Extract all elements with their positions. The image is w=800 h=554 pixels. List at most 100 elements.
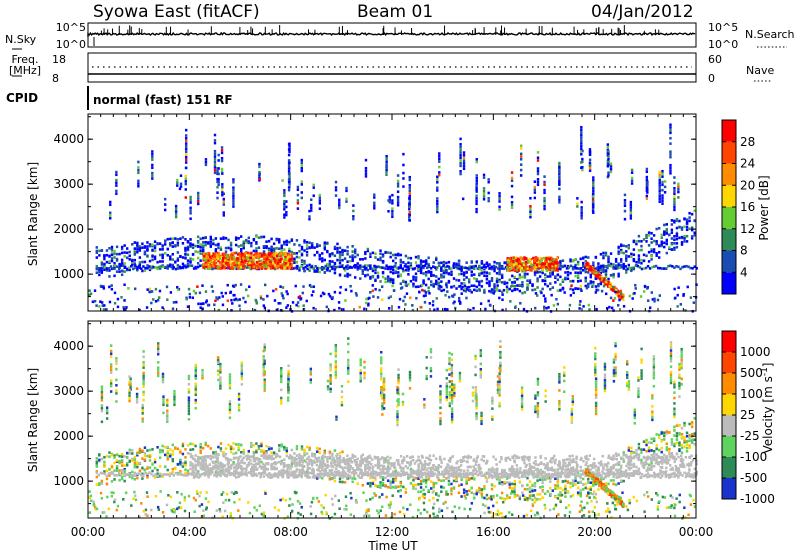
echo-cell bbox=[518, 265, 522, 268]
echo-cell bbox=[457, 484, 461, 487]
echo-cell bbox=[219, 257, 222, 260]
echo-cell bbox=[399, 481, 402, 485]
echo-cell bbox=[404, 464, 408, 468]
echo-cell bbox=[650, 258, 653, 261]
echo-cell bbox=[361, 453, 364, 457]
echo-cell bbox=[436, 175, 439, 179]
echo-cell bbox=[305, 445, 309, 449]
echo-cell bbox=[202, 244, 205, 248]
echo-cell bbox=[161, 306, 164, 309]
echo-cell bbox=[295, 255, 299, 259]
echo-cell bbox=[222, 203, 225, 206]
echo-cell bbox=[670, 223, 674, 226]
echo-cell bbox=[250, 244, 253, 248]
echo-cell bbox=[118, 473, 121, 477]
echo-cell bbox=[148, 287, 152, 291]
echo-cell bbox=[438, 152, 441, 155]
echo-cell bbox=[220, 266, 224, 270]
echo-cell bbox=[374, 271, 377, 275]
echo-cell bbox=[123, 299, 126, 302]
echo-cell bbox=[199, 306, 202, 309]
echo-cell bbox=[381, 478, 385, 482]
echo-cell bbox=[404, 262, 408, 266]
echo-cell bbox=[377, 265, 380, 269]
echo-cell bbox=[373, 193, 376, 197]
echo-cell bbox=[624, 265, 627, 268]
echo-cell bbox=[459, 159, 462, 162]
echo-cell bbox=[640, 239, 643, 243]
echo-cell bbox=[363, 265, 366, 269]
echo-cell bbox=[524, 266, 527, 270]
echo-cell bbox=[103, 460, 106, 464]
echo-cell bbox=[394, 270, 397, 274]
echo-cell bbox=[412, 487, 415, 490]
echo-cell bbox=[197, 302, 200, 306]
echo-cell bbox=[161, 248, 164, 251]
echo-cell bbox=[474, 264, 477, 268]
echo-cell bbox=[265, 449, 268, 453]
echo-cell bbox=[191, 258, 195, 261]
echo-cell bbox=[236, 298, 239, 302]
echo-cell bbox=[617, 274, 620, 278]
echo-cell bbox=[156, 242, 159, 245]
echo-cell bbox=[113, 252, 116, 256]
echo-cell bbox=[424, 481, 428, 485]
echo-cell bbox=[110, 453, 114, 457]
echo-cell bbox=[452, 262, 456, 265]
echo-cell bbox=[394, 253, 397, 257]
echo-cell bbox=[161, 244, 164, 247]
echo-cell bbox=[604, 265, 607, 268]
echo-cell bbox=[221, 193, 224, 197]
echo-cell bbox=[417, 490, 420, 494]
echo-cell bbox=[239, 253, 242, 257]
echo-cell bbox=[457, 296, 461, 300]
echo-cell bbox=[543, 188, 546, 192]
echo-cell bbox=[427, 466, 430, 470]
echo-cell bbox=[136, 265, 139, 269]
echo-cell bbox=[584, 266, 587, 270]
echo-cell bbox=[137, 166, 140, 169]
echo-cell bbox=[612, 275, 615, 279]
echo-cell bbox=[137, 179, 140, 183]
echo-cell bbox=[227, 246, 230, 250]
echo-cell bbox=[328, 265, 332, 268]
echo-cell bbox=[136, 250, 139, 254]
echo-cell bbox=[202, 461, 205, 464]
echo-cell bbox=[579, 257, 582, 261]
echo-cell bbox=[415, 296, 418, 300]
echo-cell bbox=[385, 168, 388, 172]
echo-cell bbox=[529, 257, 533, 261]
echo-cell bbox=[538, 257, 542, 261]
colorbar-tick-label: 8 bbox=[740, 244, 748, 258]
echo-cell bbox=[574, 274, 577, 278]
echo-cell bbox=[305, 250, 309, 254]
echo-cell bbox=[482, 173, 486, 177]
echo-cell bbox=[158, 253, 162, 257]
echo-cell bbox=[588, 265, 591, 268]
echo-cell bbox=[359, 258, 362, 261]
echo-cell bbox=[450, 285, 453, 289]
echo-cell bbox=[300, 191, 303, 194]
echo-cell bbox=[232, 262, 235, 265]
echo-cell bbox=[136, 463, 139, 466]
echo-cell bbox=[151, 171, 154, 175]
echo-cell bbox=[475, 186, 478, 189]
echo-cell bbox=[389, 265, 392, 269]
echo-cell bbox=[234, 236, 238, 239]
echo-cell bbox=[384, 484, 387, 487]
echo-cell bbox=[462, 153, 466, 157]
echo-cell bbox=[386, 267, 390, 271]
echo-cell bbox=[622, 298, 625, 302]
echo-cell bbox=[262, 449, 266, 453]
echo-cell bbox=[414, 483, 418, 487]
echo-cell bbox=[389, 267, 392, 271]
echo-cell bbox=[227, 266, 230, 270]
echo-cell bbox=[214, 453, 218, 456]
echo-cell bbox=[240, 247, 243, 251]
echo-cell bbox=[677, 265, 680, 269]
echo-cell bbox=[361, 265, 364, 269]
echo-cell bbox=[405, 284, 408, 288]
echo-cell bbox=[274, 288, 278, 291]
echo-cell bbox=[419, 259, 423, 262]
echo-cell bbox=[202, 258, 205, 262]
